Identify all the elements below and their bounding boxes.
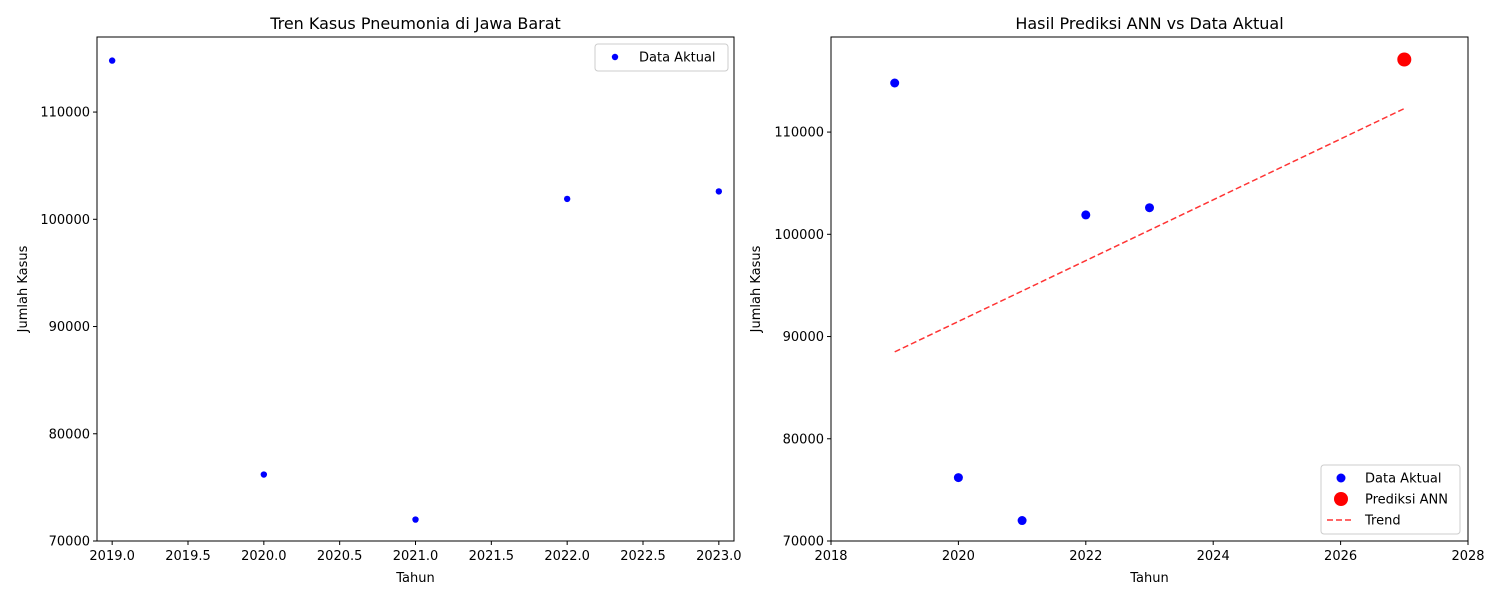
plot-area-frame bbox=[830, 36, 1469, 542]
tick-group: 2018 2020 2022 2024 2026 2028 70000 80000 90000 1… bbox=[774, 126, 1484, 564]
x-tick-label: 2024 bbox=[1197, 549, 1230, 564]
y-axis-label: Jumlah Kasus bbox=[16, 245, 31, 333]
x-tick-label: 2023.0 bbox=[696, 549, 742, 564]
x-tick-label: 2022 bbox=[1069, 549, 1102, 564]
data-point bbox=[1081, 210, 1091, 220]
data-point bbox=[1397, 52, 1412, 67]
tick-group: 2019.0 2019.5 2020.0 2020.5 2021.0 2021.5 2022… bbox=[40, 106, 741, 564]
legend-label: Data Aktual bbox=[1365, 472, 1442, 487]
y-tick-label: 70000 bbox=[49, 535, 90, 550]
chart-tren-kasus: Tren Kasus Pneumonia di Jawa Barat Tahun… bbox=[16, 14, 742, 586]
x-tick-label: 2022.0 bbox=[544, 549, 590, 564]
data-point bbox=[412, 516, 419, 523]
x-tick-label: 2020.0 bbox=[241, 549, 287, 564]
y-axis-label: Jumlah Kasus bbox=[749, 245, 764, 333]
chart-title: Hasil Prediksi ANN vs Data Aktual bbox=[1015, 14, 1283, 33]
x-tick-label: 2026 bbox=[1324, 549, 1357, 564]
legend-label: Data Aktual bbox=[639, 51, 716, 66]
y-tick-label: 90000 bbox=[783, 330, 824, 345]
y-tick-label: 80000 bbox=[49, 427, 90, 442]
x-tick-label: 2019.0 bbox=[89, 549, 135, 564]
x-tick-label: 2021.0 bbox=[393, 549, 439, 564]
data-point bbox=[563, 195, 571, 203]
trend-line bbox=[894, 107, 1405, 353]
data-point bbox=[715, 188, 723, 195]
legend-marker bbox=[1336, 473, 1346, 483]
legend-box bbox=[594, 43, 729, 72]
data-point bbox=[260, 471, 268, 478]
data-point bbox=[1017, 516, 1027, 526]
x-tick-label: 2019.5 bbox=[165, 549, 211, 564]
y-tick-label: 110000 bbox=[774, 126, 824, 141]
x-axis-label: Tahun bbox=[395, 571, 434, 586]
x-tick-label: 2022.5 bbox=[620, 549, 666, 564]
x-tick-label: 2020 bbox=[942, 549, 975, 564]
y-tick-label: 110000 bbox=[40, 106, 90, 121]
x-tick-label: 2018 bbox=[814, 549, 847, 564]
x-tick-label: 2021.5 bbox=[469, 549, 515, 564]
x-axis-label: Tahun bbox=[1129, 571, 1168, 586]
chart-prediksi-ann: Hasil Prediksi ANN vs Data Aktual Tahun … bbox=[749, 14, 1485, 586]
chart-title: Tren Kasus Pneumonia di Jawa Barat bbox=[269, 14, 561, 33]
y-tick-label: 100000 bbox=[40, 213, 90, 228]
legend-box bbox=[1320, 464, 1461, 535]
y-tick-label: 80000 bbox=[783, 432, 824, 447]
data-point bbox=[890, 78, 900, 88]
mark-group bbox=[108, 57, 723, 523]
legend-label: Prediksi ANN bbox=[1365, 493, 1448, 508]
x-tick-label: 2020.5 bbox=[317, 549, 363, 564]
y-tick-label: 100000 bbox=[774, 228, 824, 243]
y-tick-label: 90000 bbox=[49, 320, 90, 335]
legend-marker bbox=[1334, 492, 1348, 506]
legend: Data Aktual bbox=[594, 43, 729, 72]
data-point bbox=[108, 57, 116, 64]
legend-marker bbox=[611, 53, 619, 61]
legend-label: Trend bbox=[1364, 514, 1401, 529]
y-tick-label: 70000 bbox=[783, 535, 824, 550]
plot-area-frame bbox=[96, 36, 735, 542]
mark-group bbox=[890, 52, 1412, 526]
data-point bbox=[953, 473, 963, 483]
x-tick-label: 2028 bbox=[1451, 549, 1484, 564]
legend: Data Aktual Prediksi ANN Trend bbox=[1320, 464, 1461, 535]
data-point bbox=[1145, 203, 1154, 213]
